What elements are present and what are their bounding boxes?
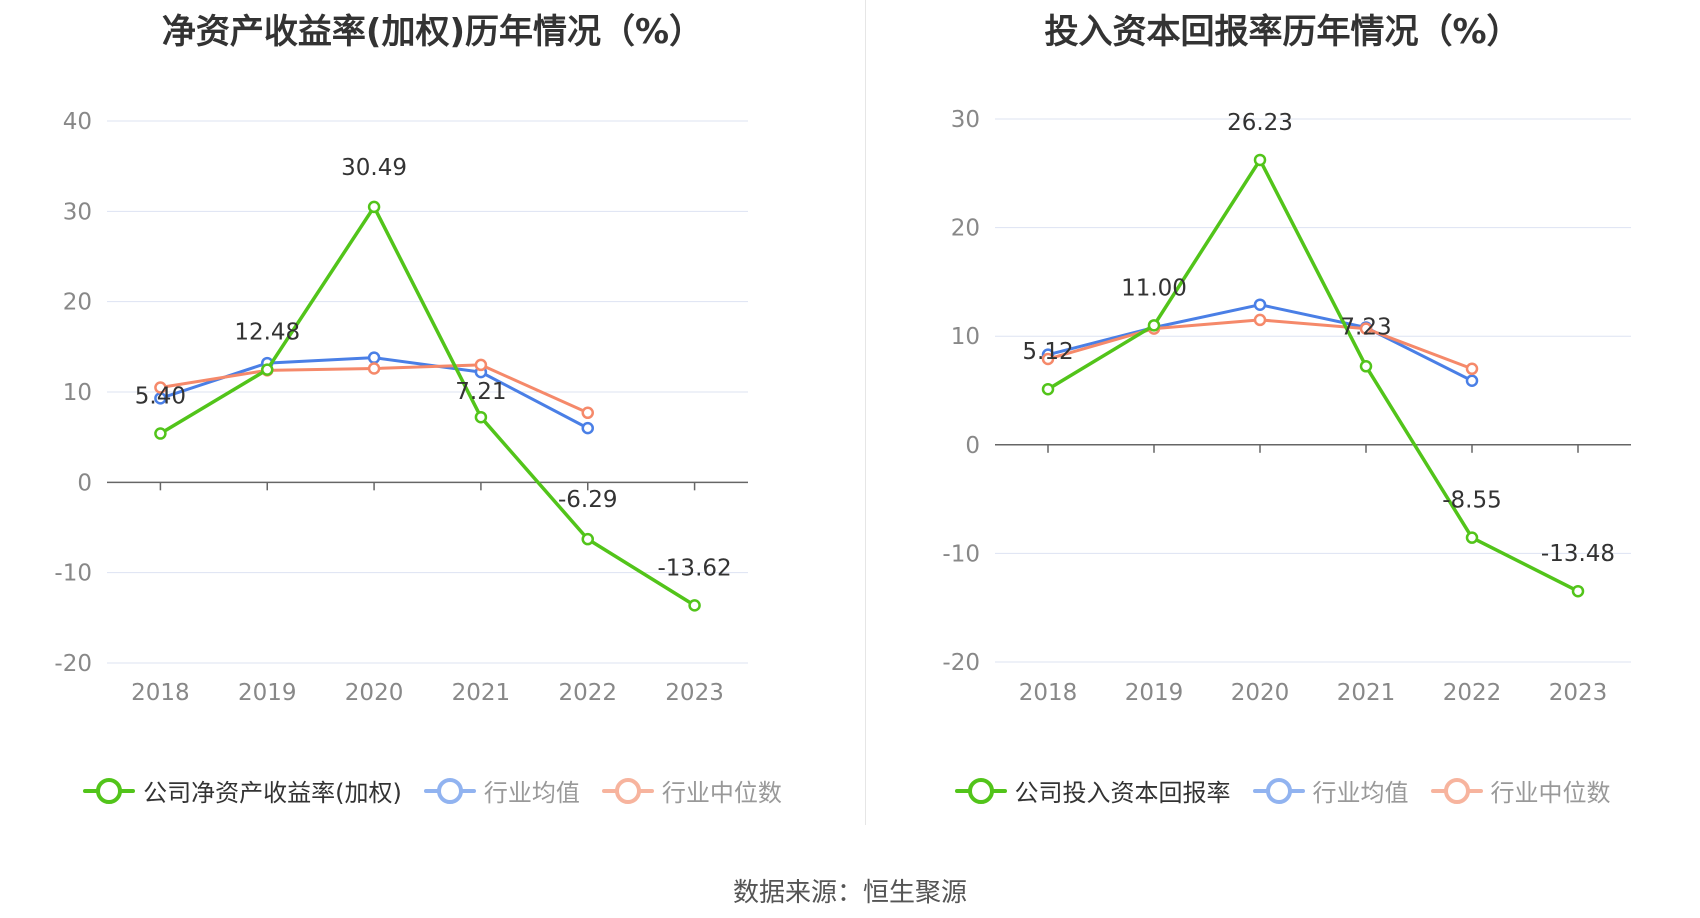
roe-median-point <box>367 362 381 375</box>
roe-y-tick-label: 20 <box>63 290 92 316</box>
roic-company-value-label: 11.00 <box>1121 275 1187 301</box>
roe-legend-marker-icon <box>601 777 654 804</box>
roic-legend-item-median[interactable]: 行业中位数 <box>1430 773 1611 808</box>
roic-legend: 公司投入资本回报率 行业均值 行业中位数 <box>865 773 1700 808</box>
roic-legend-item-average[interactable]: 行业均值 <box>1252 773 1409 808</box>
roe-company-point <box>581 532 594 546</box>
roe-chart-panel: 净资产收益率(加权)历年情况（%） 40 30 20 10 0 -10 -20 2018 201… <box>0 12 865 808</box>
roic-company-value-label: -8.55 <box>1442 488 1502 514</box>
roic-legend-marker-icon <box>954 777 1007 804</box>
roe-legend-label: 行业中位数 <box>661 779 782 807</box>
roe-x-tick-label: 2022 <box>558 680 617 706</box>
roic-median-point <box>1359 322 1373 335</box>
roe-median-point <box>474 358 488 372</box>
roe-y-tick-label: 0 <box>77 470 92 496</box>
roic-legend-item-company[interactable]: 公司投入资本回报率 <box>954 773 1231 808</box>
roe-legend-label: 行业均值 <box>483 779 580 807</box>
roe-y-tick-label: -10 <box>54 561 92 587</box>
roe-x-tick-label: 2021 <box>452 680 511 706</box>
roic-company-value-label: 26.23 <box>1227 110 1293 136</box>
data-source-note: 数据来源：恒生聚源 <box>732 878 967 908</box>
roic-average-point <box>1253 298 1267 311</box>
roe-company-value-label: -13.62 <box>658 555 732 581</box>
roe-x-tick-label: 2019 <box>238 680 297 706</box>
roe-company-point <box>154 427 167 440</box>
roic-company-point <box>1253 153 1267 167</box>
roe-legend: 公司净资产收益率(加权) 行业均值 行业中位数 <box>0 773 865 808</box>
roe-y-tick-label: 40 <box>63 109 92 135</box>
roic-y-tick-label: 0 <box>965 433 980 459</box>
roic-company-value-label: 7.23 <box>1340 314 1391 340</box>
roe-company-value-label: 12.48 <box>234 320 300 346</box>
roic-y-tick-label: -10 <box>942 541 980 567</box>
roic-company-line <box>1047 158 1579 593</box>
roe-company-value-label: -6.29 <box>558 487 618 513</box>
roic-median-line <box>1047 318 1473 371</box>
roe-company-value-label: 7.21 <box>455 379 506 405</box>
roic-median-point <box>1253 313 1267 327</box>
roe-x-tick-label: 2018 <box>131 680 190 706</box>
roic-legend-marker-icon <box>1252 777 1305 804</box>
roic-y-tick-label: -20 <box>942 650 980 676</box>
roe-average-point <box>367 351 381 364</box>
roe-x-tick-label: 2020 <box>345 680 404 706</box>
roic-plot-area: 30 20 10 0 -10 -20 2018 2019 2020 2021 2022 2023 5.1… <box>942 107 1631 706</box>
roe-y-tick-label: 10 <box>63 380 92 406</box>
roe-legend-marker-icon <box>423 777 476 804</box>
roic-x-tick-label: 2022 <box>1443 680 1502 706</box>
roe-legend-label: 公司净资产收益率(加权) <box>143 779 402 807</box>
panel-divider <box>865 0 866 825</box>
roic-x-tick-label: 2023 <box>1549 680 1608 706</box>
roic-company-value-label: 5.12 <box>1022 339 1073 365</box>
roic-median-point <box>1465 362 1479 376</box>
roe-legend-item-average[interactable]: 行业均值 <box>423 773 580 808</box>
roic-company-point <box>1571 584 1585 598</box>
roic-legend-marker-icon <box>1430 777 1483 804</box>
roic-y-tick-label: 20 <box>951 216 980 242</box>
roe-company-point <box>474 410 488 424</box>
roe-company-point <box>688 599 701 612</box>
roic-y-tick-label: 10 <box>951 324 980 350</box>
roe-chart-title: 净资产收益率(加权)历年情况（%） <box>161 12 704 52</box>
roe-median-point <box>581 406 594 420</box>
roe-median-point <box>154 381 167 394</box>
roic-legend-label: 行业均值 <box>1312 779 1409 807</box>
roe-legend-marker-icon <box>83 777 136 804</box>
roe-company-point <box>367 200 381 214</box>
roic-company-point <box>1359 360 1373 373</box>
roe-legend-item-median[interactable]: 行业中位数 <box>601 773 782 808</box>
roe-legend-item-company[interactable]: 公司净资产收益率(加权) <box>83 773 402 808</box>
roic-y-tick-label: 30 <box>951 107 980 133</box>
roic-x-tick-label: 2018 <box>1019 680 1078 706</box>
roic-average-point <box>1465 374 1479 387</box>
roic-legend-label: 公司投入资本回报率 <box>1014 779 1231 807</box>
roic-company-value-label: -13.48 <box>1541 541 1615 567</box>
roic-x-tick-label: 2020 <box>1231 680 1290 706</box>
roe-x-tick-label: 2023 <box>665 680 724 706</box>
roe-company-value-label: 5.40 <box>135 384 186 410</box>
roic-chart-panel: 投入资本回报率历年情况（%） 30 20 10 0 -10 -20 2018 2019 2020… <box>865 0 1700 918</box>
roe-company-point <box>261 363 274 376</box>
roic-company-point <box>1147 319 1161 332</box>
roe-y-tick-label: -20 <box>54 651 92 677</box>
roe-company-line <box>159 205 696 607</box>
roic-x-tick-label: 2019 <box>1125 680 1184 706</box>
roe-company-value-label: 30.49 <box>341 155 407 181</box>
roe-average-point <box>581 421 594 435</box>
roic-x-tick-label: 2021 <box>1337 680 1396 706</box>
roic-chart-title: 投入资本回报率历年情况（%） <box>1044 12 1521 52</box>
roic-median-point <box>1041 352 1055 366</box>
roe-y-tick-label: 30 <box>63 199 92 225</box>
roic-legend-label: 行业中位数 <box>1490 779 1611 807</box>
roe-plot-area: 40 30 20 10 0 -10 -20 2018 2019 2020 2021 2022 2023 5… <box>54 109 748 706</box>
roic-company-point <box>1041 382 1055 396</box>
roic-company-point <box>1465 531 1479 544</box>
